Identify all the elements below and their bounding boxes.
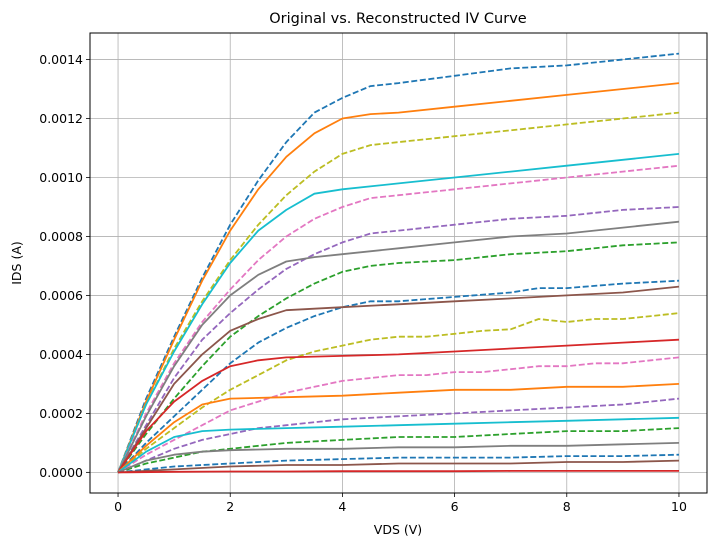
series-line-3 <box>117 111 680 473</box>
series-line-8 <box>117 241 680 473</box>
series-line-18 <box>117 442 680 474</box>
x-tick-label: 10 <box>671 499 687 514</box>
series-line-7 <box>117 220 680 473</box>
series-line-11 <box>117 312 680 474</box>
x-tick-label: 8 <box>563 499 571 514</box>
series-line-16 <box>117 416 680 474</box>
series-line-6 <box>117 206 680 473</box>
y-tick-label: 0.0010 <box>39 170 83 185</box>
x-tick-label: 0 <box>114 499 122 514</box>
y-axis-label: IDS (A) <box>9 241 24 285</box>
series-line-4 <box>117 153 680 473</box>
y-tick-label: 0.0004 <box>39 347 83 362</box>
series-line-13 <box>117 356 680 474</box>
series-line-19 <box>117 453 680 474</box>
series-line-12 <box>117 338 680 473</box>
series-line-15 <box>117 397 680 474</box>
y-tick-label: 0.0006 <box>39 288 83 303</box>
series-line-10 <box>117 285 680 473</box>
plot-frame <box>89 32 708 494</box>
series-line-2 <box>117 82 680 473</box>
x-axis-label: VDS (V) <box>374 522 422 537</box>
x-tick-label: 2 <box>226 499 234 514</box>
y-tick-label: 0.0002 <box>39 406 83 421</box>
grid-lines <box>90 33 707 493</box>
series-lines <box>117 52 680 474</box>
y-axis-ticks: 0.0000 0.0002 0.0004 0.0006 0.0008 0.0010 0.00… <box>39 52 90 480</box>
chart-title: Original vs. Reconstructed IV Curve <box>269 11 527 27</box>
series-line-20 <box>117 459 680 474</box>
series-line-14 <box>117 383 680 474</box>
x-tick-label: 4 <box>338 499 346 514</box>
series-line-17 <box>117 427 680 474</box>
y-tick-label: 0.0008 <box>39 229 83 244</box>
series-line-21 <box>117 469 679 474</box>
series-line-5 <box>117 164 680 473</box>
series-line-9 <box>117 279 680 474</box>
x-tick-label: 6 <box>451 499 459 514</box>
y-tick-label: 0.0000 <box>39 465 83 480</box>
y-tick-label: 0.0012 <box>39 111 83 126</box>
x-axis-ticks: 0 2 4 6 8 10 <box>114 493 687 514</box>
y-tick-label: 0.0014 <box>39 52 83 67</box>
